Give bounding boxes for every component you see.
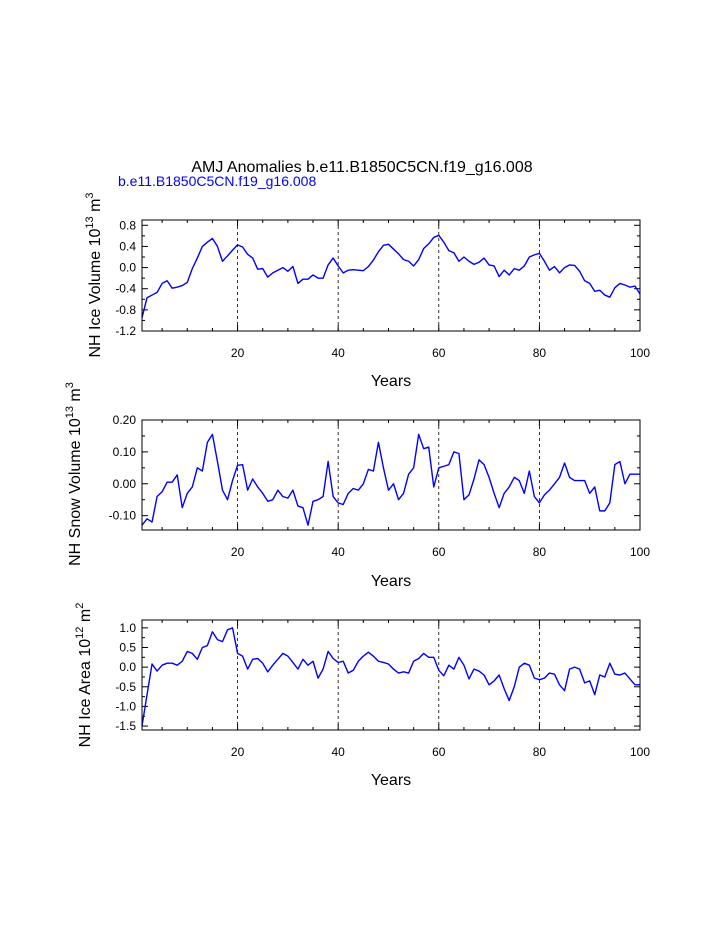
ice-volume-ylabel-exp: 13 <box>84 216 96 228</box>
ice-volume-xtick-label: 60 <box>432 346 446 360</box>
ice-volume-ylabel: NH Ice Volume 1013 m3 <box>84 192 104 357</box>
snow-volume-ylabel-unit-exp: 3 <box>64 382 76 388</box>
ice-area-ytick-label: -1.5 <box>115 719 136 733</box>
ice-area-xtick-label: 40 <box>332 745 346 759</box>
ice-volume-ytick-label: -0.8 <box>115 303 136 317</box>
ice-volume-xtick-label: 20 <box>231 346 245 360</box>
ice-volume-series-line <box>141 234 641 318</box>
ice-area-ylabel-main: NH Ice Area 10 <box>77 639 94 748</box>
snow-volume-ytick-label: -0.10 <box>109 509 137 523</box>
snow-volume-xtick-label: 40 <box>332 545 346 559</box>
figure-subtitle: b.e11.B1850C5CN.f19_g16.008 <box>118 173 316 189</box>
ice-area-series-line <box>141 627 640 727</box>
ice-volume-ytick-label: 0.4 <box>119 239 136 253</box>
snow-volume-ylabel: NH Snow Volume 1013 m3 <box>64 382 84 566</box>
ice-area-ytick-label: -0.5 <box>115 680 136 694</box>
snow-volume-plot-frame <box>141 419 641 531</box>
ice-area-xtick-label: 20 <box>231 745 245 759</box>
snow-volume-ytick-label: 0.00 <box>113 477 137 491</box>
ice-volume-plot-frame <box>141 219 641 332</box>
snow-volume-ytick-label: 0.20 <box>113 413 137 427</box>
snow-volume-ylabel-exp: 13 <box>64 406 76 418</box>
snow-volume-xtick-label: 100 <box>630 545 650 559</box>
ice-area-xtick-label: 60 <box>432 745 446 759</box>
ice-volume-ytick-label: -1.2 <box>115 324 136 338</box>
ice-area-ytick-label: 0.0 <box>119 660 136 674</box>
ice-area-panel: Years NH Ice Area 1012 m2 20 40 60 80 100 -1.… <box>74 603 650 789</box>
snow-volume-xtick-label: 20 <box>231 545 245 559</box>
ice-volume-ytick-label: 0.0 <box>119 261 136 275</box>
ice-volume-ylabel-unit-exp: 3 <box>84 192 96 198</box>
snow-volume-series-line <box>141 433 640 526</box>
ice-area-ytick-label: 1.0 <box>119 621 136 635</box>
ice-volume-ytick-label: 0.8 <box>119 218 136 232</box>
ice-area-ylabel-unit-exp: 2 <box>74 603 86 609</box>
snow-volume-xlabel: Years <box>371 573 411 590</box>
ice-volume-xtick-label: 40 <box>332 346 346 360</box>
ice-area-ylabel-unit: m <box>77 609 94 627</box>
snow-volume-ylabel-unit: m <box>67 388 84 406</box>
ice-area-ylabel-exp: 12 <box>74 627 86 639</box>
ice-area-xlabel: Years <box>371 772 411 789</box>
ice-volume-xtick-label: 80 <box>533 346 547 360</box>
ice-volume-ytick-label: -0.4 <box>115 282 136 296</box>
figure-title: AMJ Anomalies b.e11.B1850C5CN.f19_g16.00… <box>191 159 532 176</box>
ice-volume-ylabel-main: NH Ice Volume 10 <box>87 229 104 358</box>
snow-volume-panel: Years NH Snow Volume 1013 m3 20 40 60 80 100… <box>64 382 650 590</box>
snow-volume-xtick-label: 80 <box>533 545 547 559</box>
ice-area-ytick-label: -1.0 <box>115 699 136 713</box>
snow-volume-ylabel-main: NH Snow Volume 10 <box>67 418 84 566</box>
snow-volume-ytick-label: 0.10 <box>113 445 137 459</box>
ice-volume-panel: Years NH Ice Volume 1013 m3 20 40 60 80 100 -… <box>84 192 650 390</box>
ice-area-xtick-label: 80 <box>533 745 547 759</box>
ice-area-ytick-label: 0.5 <box>119 641 136 655</box>
ice-volume-ylabel-unit: m <box>87 199 104 217</box>
snow-volume-xtick-label: 60 <box>432 545 446 559</box>
ice-volume-xlabel: Years <box>371 373 411 390</box>
ice-area-ylabel: NH Ice Area 1012 m2 <box>74 603 94 748</box>
ice-area-plot-frame <box>141 619 641 731</box>
ice-area-xtick-label: 100 <box>630 745 650 759</box>
ice-volume-xtick-label: 100 <box>630 346 650 360</box>
